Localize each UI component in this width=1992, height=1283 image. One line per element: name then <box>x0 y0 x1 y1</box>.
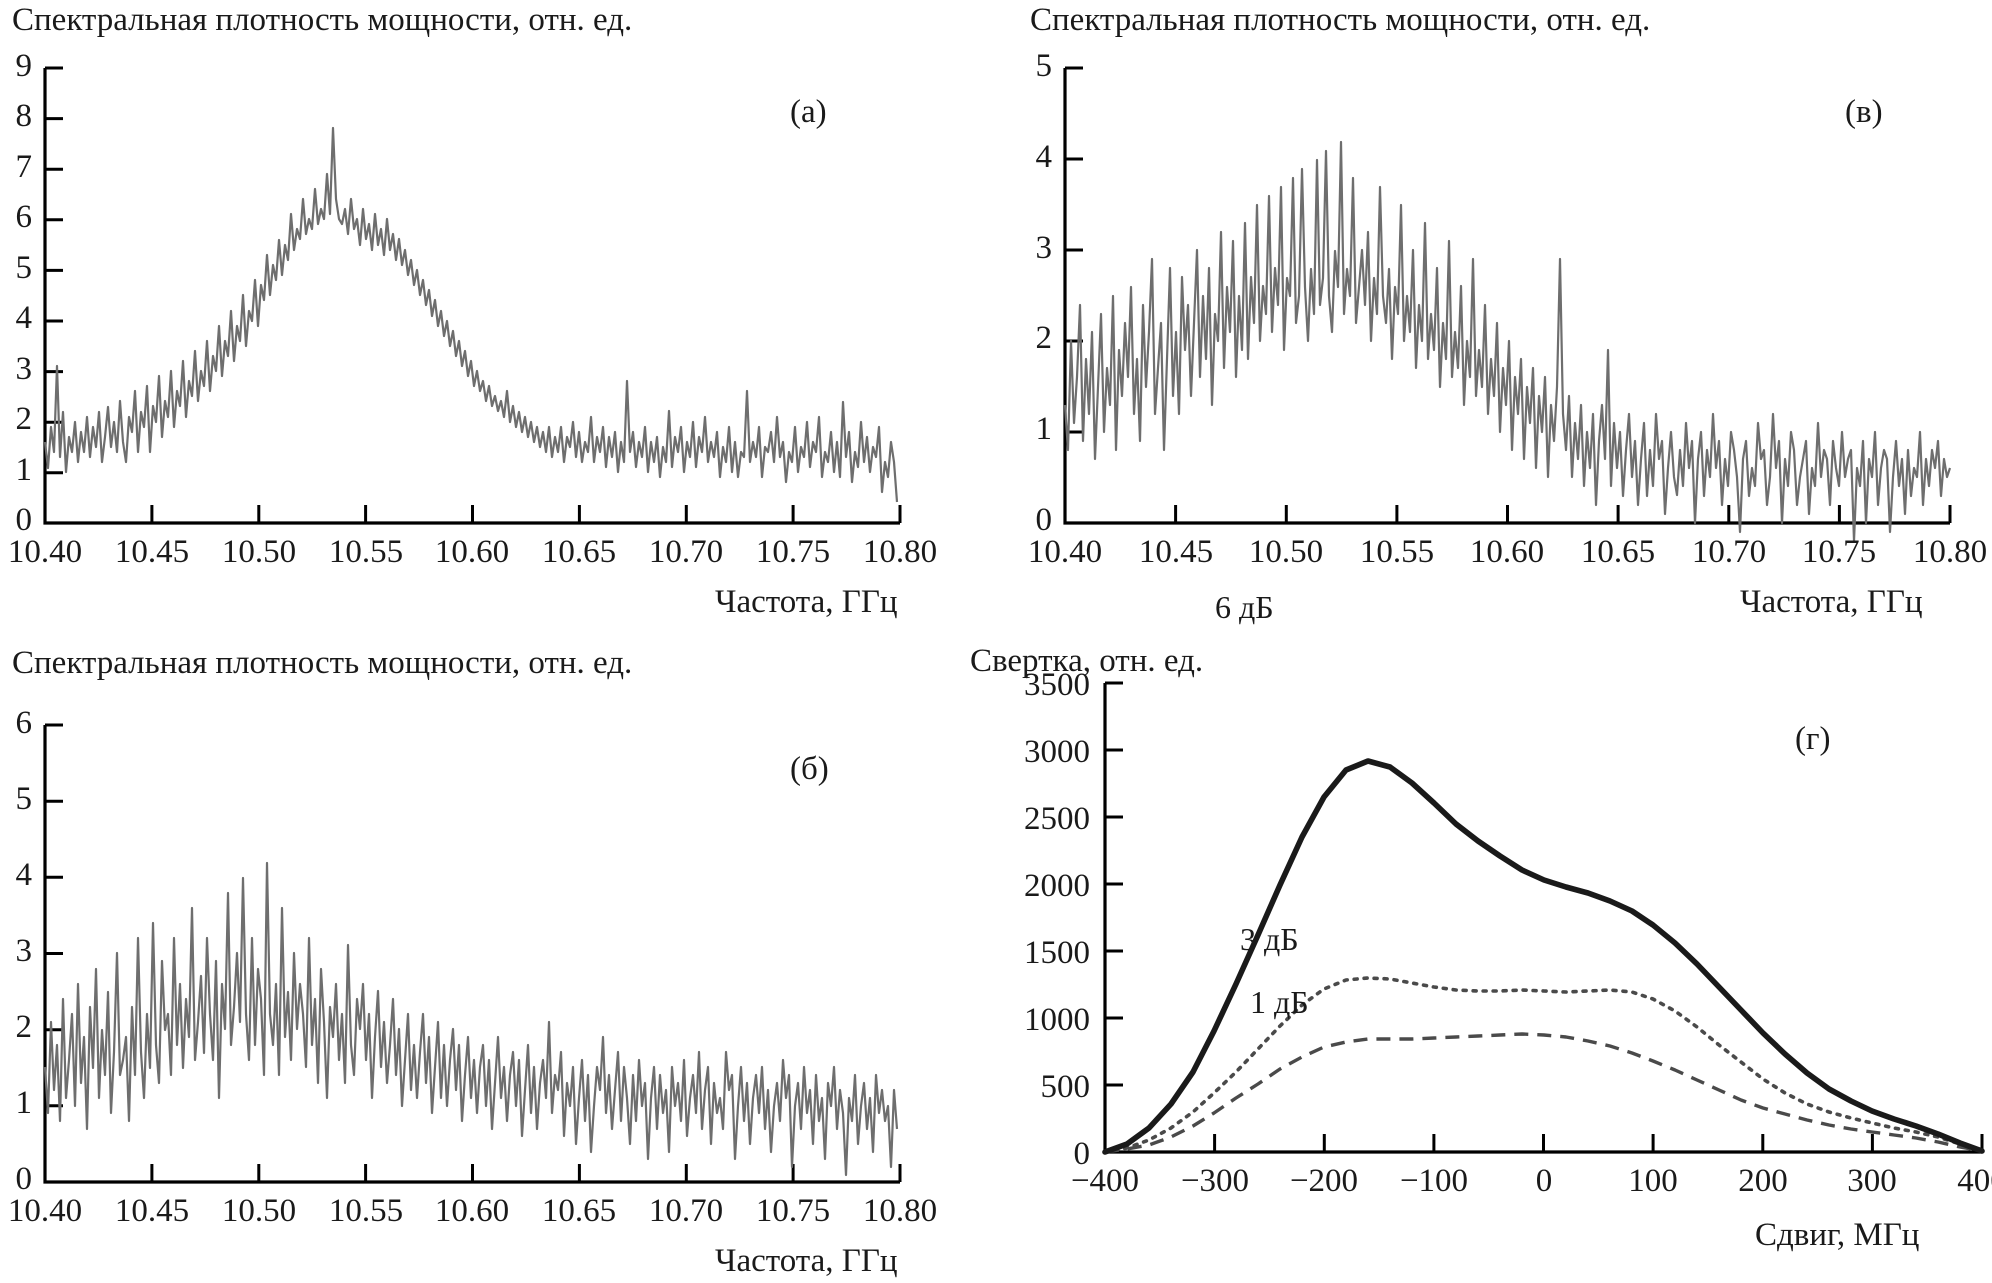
panel-a-ytick-6: 6 <box>15 199 33 235</box>
panel-v-xlabel: Частота, ГГц <box>1740 584 1923 620</box>
panel-v-xtick-0: 10.40 <box>1027 534 1103 570</box>
panel-g-ytick-2000: 2000 <box>1024 868 1090 904</box>
panel-a-ytick-8: 8 <box>15 98 33 134</box>
panel-v-plot <box>1063 66 1952 543</box>
panel-b-xtick-1: 10.45 <box>114 1193 190 1229</box>
panel-v-xtick-5: 10.65 <box>1580 534 1656 570</box>
panel-g-xtick-1: −300 <box>1180 1163 1250 1199</box>
panel-v-xtick-1: 10.45 <box>1138 534 1214 570</box>
panel-a-label: (а) <box>790 94 827 130</box>
panel-a: Спектральная плотность мощности, отн. ед… <box>0 0 960 640</box>
panel-b-xtick-5: 10.65 <box>541 1193 617 1229</box>
panel-g-xtick-3: −100 <box>1399 1163 1469 1199</box>
panel-v-xtick-3: 10.55 <box>1359 534 1435 570</box>
panel-b-ytick-4: 4 <box>15 857 33 893</box>
panel-v-trace <box>1063 140 1952 543</box>
panel-g-xtick-4: 0 <box>1535 1163 1553 1199</box>
panel-a-ytick-2: 2 <box>15 401 33 437</box>
panel-g-ytick-3500: 3500 <box>1024 667 1090 703</box>
panel-v-title: Спектральная плотность мощности, отн. ед… <box>1030 2 1651 38</box>
panel-v-xtick-7: 10.75 <box>1801 534 1877 570</box>
panel-a-ytick-4: 4 <box>15 300 33 336</box>
panel-g-xlabel: Сдвиг, МГц <box>1755 1217 1920 1253</box>
panel-a-ytick-1: 1 <box>15 452 33 488</box>
panel-b-ytick-6: 6 <box>15 705 33 741</box>
panel-g-label: (г) <box>1795 721 1831 757</box>
panel-a-plot <box>43 66 902 525</box>
panel-g-curve-3db <box>1103 976 1984 1154</box>
panel-v-xtick-2: 10.50 <box>1248 534 1324 570</box>
panel-g-curve-6db <box>1102 758 1985 1155</box>
panel-g-ytick-1000: 1000 <box>1024 1002 1090 1038</box>
panel-a-xtick-6: 10.70 <box>648 534 724 570</box>
panel-b-title: Спектральная плотность мощности, отн. ед… <box>12 645 633 681</box>
panel-a-xlabel: Частота, ГГц <box>715 584 898 620</box>
panel-b-xtick-3: 10.55 <box>328 1193 404 1229</box>
panel-a-xtick-5: 10.65 <box>541 534 617 570</box>
panel-b-ytick-2: 2 <box>15 1009 33 1045</box>
panel-g-label-3db: 3 дБ <box>1240 921 1299 957</box>
panel-b-xlabel: Частота, ГГц <box>715 1243 898 1279</box>
panel-a-ytick-9: 9 <box>15 48 33 84</box>
panel-a-xtick-8: 10.80 <box>862 534 938 570</box>
panel-a-ytick-7: 7 <box>15 149 33 185</box>
panel-g-ytick-0: 0 <box>1073 1136 1091 1172</box>
panel-g-ytick-1500: 1500 <box>1024 935 1090 971</box>
panel-g: Свертка, отн. ед. (г) 3500 3000 2500 200… <box>960 591 1992 1283</box>
panel-g-label-6db: 6 дБ <box>1215 589 1274 625</box>
panel-b-ytick-0: 0 <box>15 1161 33 1197</box>
panel-b-label: (б) <box>790 751 829 787</box>
panel-b-xtick-2: 10.50 <box>221 1193 297 1229</box>
panel-a-xtick-3: 10.55 <box>328 534 404 570</box>
panel-v-xtick-6: 10.70 <box>1691 534 1767 570</box>
panel-a-ytick-3: 3 <box>15 351 33 387</box>
panel-g-xtick-5: 100 <box>1628 1163 1678 1199</box>
panel-a-xtick-1: 10.45 <box>114 534 190 570</box>
panel-a-xtick-2: 10.50 <box>221 534 297 570</box>
panel-a-title: Спектральная плотность мощности, отн. ед… <box>12 2 633 38</box>
panel-g-title: Свертка, отн. ед. <box>970 643 1204 679</box>
panel-g-xtick-2: −200 <box>1289 1163 1359 1199</box>
panel-b-xtick-8: 10.80 <box>862 1193 938 1229</box>
panel-v-ytick-4: 4 <box>1035 139 1053 175</box>
panel-g-label-1db: 1 дБ <box>1250 984 1309 1020</box>
panel-v: Спектральная плотность мощности, отн. ед… <box>1020 0 1992 640</box>
panel-v-ytick-3: 3 <box>1035 230 1053 266</box>
panel-g-xtick-7: 300 <box>1847 1163 1897 1199</box>
panel-g-plot <box>1102 681 1985 1155</box>
panel-v-xtick-8: 10.80 <box>1912 534 1988 570</box>
panel-a-trace <box>43 126 899 503</box>
panel-a-ytick-0: 0 <box>15 502 33 538</box>
panel-v-ytick-1: 1 <box>1035 411 1053 447</box>
panel-b-ytick-5: 5 <box>15 781 33 817</box>
panel-a-xtick-4: 10.60 <box>434 534 510 570</box>
panel-b: Спектральная плотность мощности, отн. ед… <box>0 643 960 1283</box>
panel-v-ytick-5: 5 <box>1035 48 1053 84</box>
panel-g-xtick-8: 400 <box>1957 1163 1992 1199</box>
panel-g-xtick-0: −400 <box>1070 1163 1140 1199</box>
panel-b-xtick-0: 10.40 <box>7 1193 83 1229</box>
panel-g-ytick-500: 500 <box>1040 1069 1091 1105</box>
panel-b-ytick-1: 1 <box>15 1085 33 1121</box>
panel-b-plot <box>43 723 902 1184</box>
panel-v-ytick-2: 2 <box>1035 320 1053 356</box>
panel-b-trace <box>43 861 899 1177</box>
panel-b-ytick-3: 3 <box>15 933 33 969</box>
panel-b-xtick-6: 10.70 <box>648 1193 724 1229</box>
panel-g-xtick-6: 200 <box>1738 1163 1788 1199</box>
panel-a-ytick-5: 5 <box>15 250 33 286</box>
panel-v-xtick-4: 10.60 <box>1469 534 1545 570</box>
panel-g-curve-1db <box>1104 1032 1983 1154</box>
panel-a-xtick-0: 10.40 <box>7 534 83 570</box>
panel-g-ytick-2500: 2500 <box>1024 801 1090 837</box>
panel-b-xtick-7: 10.75 <box>755 1193 831 1229</box>
panel-g-ytick-3000: 3000 <box>1024 734 1090 770</box>
panel-b-xtick-4: 10.60 <box>434 1193 510 1229</box>
panel-v-label: (в) <box>1845 94 1883 130</box>
panel-v-ytick-0: 0 <box>1035 502 1053 538</box>
panel-a-xtick-7: 10.75 <box>755 534 831 570</box>
